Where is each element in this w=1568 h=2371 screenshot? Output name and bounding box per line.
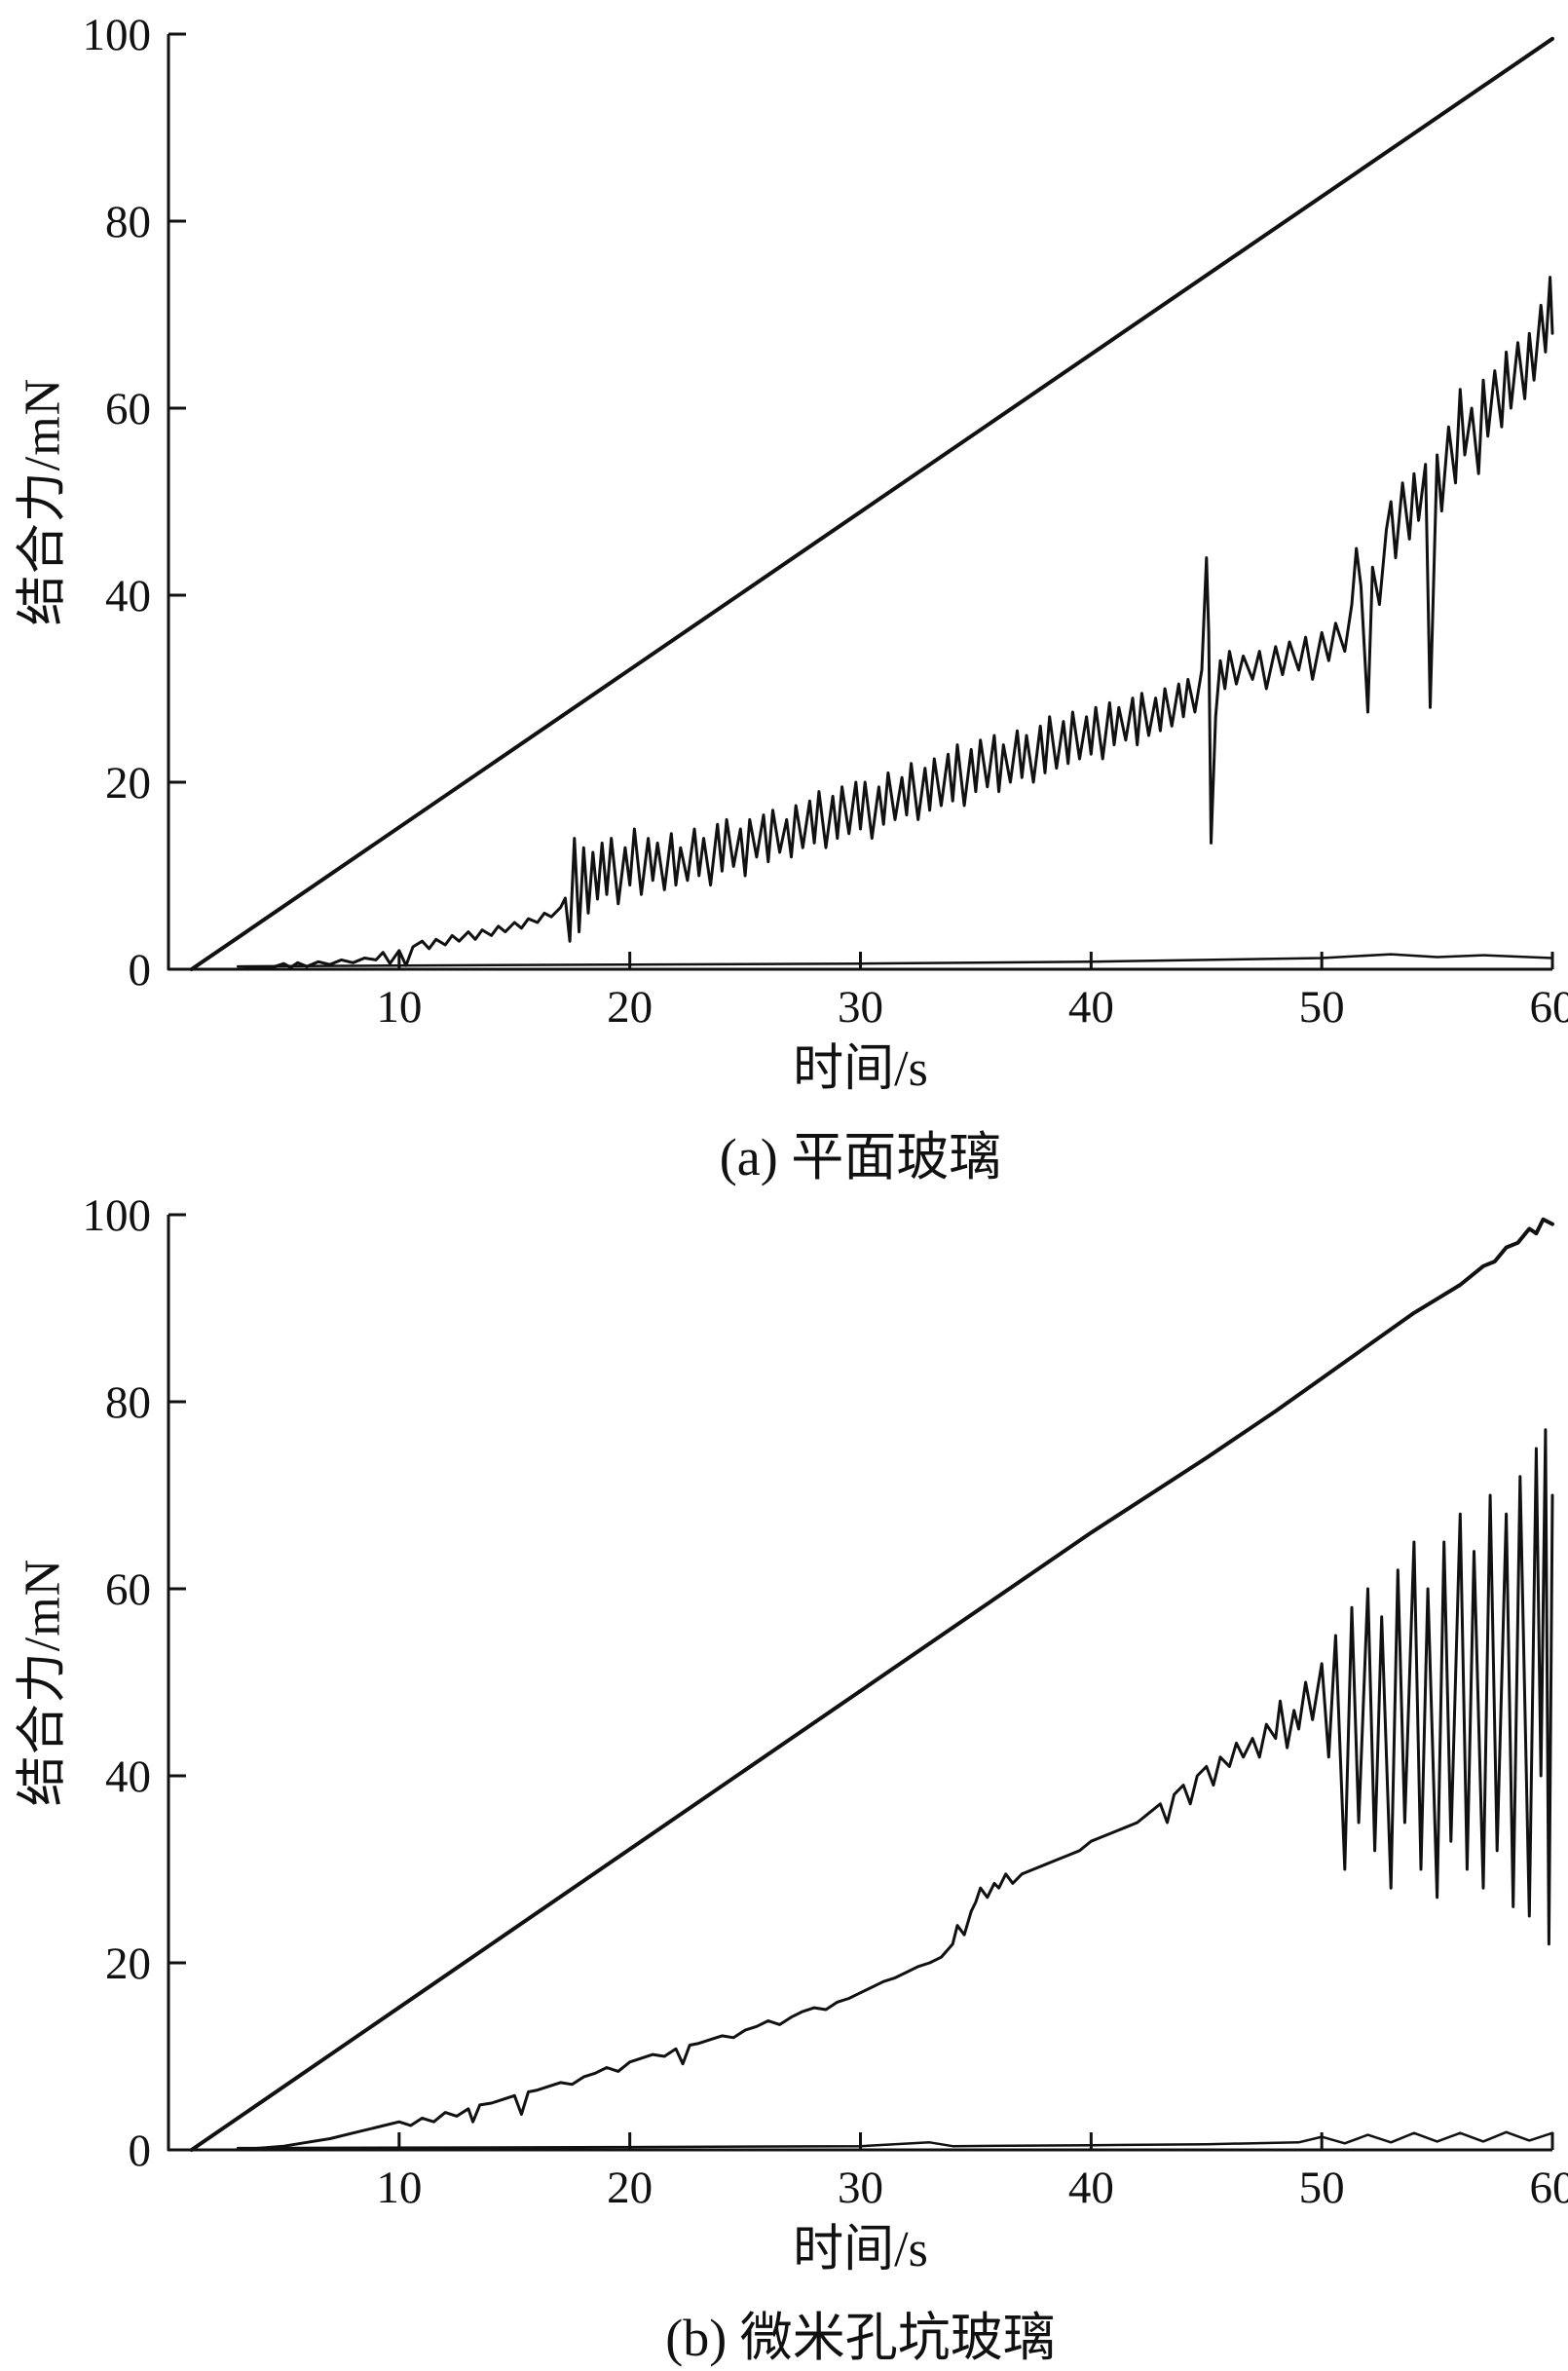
- chart-b-caption: (b) 微米孔坑玻璃: [168, 2294, 1552, 2371]
- chart-b-y-axis-label: 结合力/mN: [1, 1559, 74, 1806]
- chart-a-y-axis-label: 结合力/mN: [1, 378, 74, 625]
- chart-b-plot: 10 20 30 40 50 60 0 20 40 60 80 100: [0, 1190, 1568, 2213]
- x-tick-label: 30: [838, 2163, 883, 2213]
- y-tick-label: 40: [105, 1751, 151, 1802]
- chart-a-x-axis-label: 时间/s: [168, 1027, 1552, 1100]
- chart-b-section: 10 20 30 40 50 60 0 20 40 60 80 100 结合力/mN 时间/s (b)…: [0, 1190, 1568, 2371]
- y-tick-label: 20: [105, 1938, 151, 1989]
- series-adhesion-force: [168, 1430, 1552, 2150]
- series-baseline: [238, 2132, 1552, 2148]
- x-tick-label: 50: [1299, 982, 1345, 1033]
- x-tick-label: 50: [1299, 2163, 1345, 2213]
- x-tick-label: 20: [607, 982, 653, 1033]
- y-tick-label: 80: [105, 1377, 151, 1428]
- chart-a-plot: 10 20 30 40 50 60 0 20 40 60 80 100: [0, 10, 1568, 1033]
- x-tick-label: 20: [607, 2163, 653, 2213]
- x-tick-label: 40: [1068, 982, 1114, 1033]
- y-tick-label: 60: [105, 1564, 151, 1615]
- y-tick-label: 0: [129, 945, 152, 996]
- x-tick-label: 30: [838, 982, 883, 1033]
- x-tick-label: 40: [1068, 2163, 1114, 2213]
- y-tick-label: 20: [105, 758, 151, 809]
- chart-a-caption: (a) 平面玻璃: [168, 1113, 1552, 1190]
- y-tick-label: 100: [83, 10, 152, 60]
- x-tick-label: 60: [1530, 2163, 1568, 2213]
- chart-b-x-axis-label: 时间/s: [168, 2207, 1552, 2280]
- x-tick-label: 10: [376, 2163, 422, 2213]
- x-tick-label: 60: [1530, 982, 1568, 1033]
- x-tick-label: 10: [376, 982, 422, 1033]
- y-tick-label: 100: [83, 1190, 152, 1241]
- y-tick-label: 80: [105, 197, 151, 247]
- y-tick-label: 40: [105, 571, 151, 621]
- y-tick-label: 0: [129, 2126, 152, 2176]
- y-tick-label: 60: [105, 384, 151, 434]
- series-baseline: [238, 955, 1552, 967]
- chart-a-section: 10 20 30 40 50 60 0 20 40 60 80 100 结合力/mN 时间/s (a)…: [0, 10, 1568, 1190]
- series-adhesion-force: [168, 278, 1552, 969]
